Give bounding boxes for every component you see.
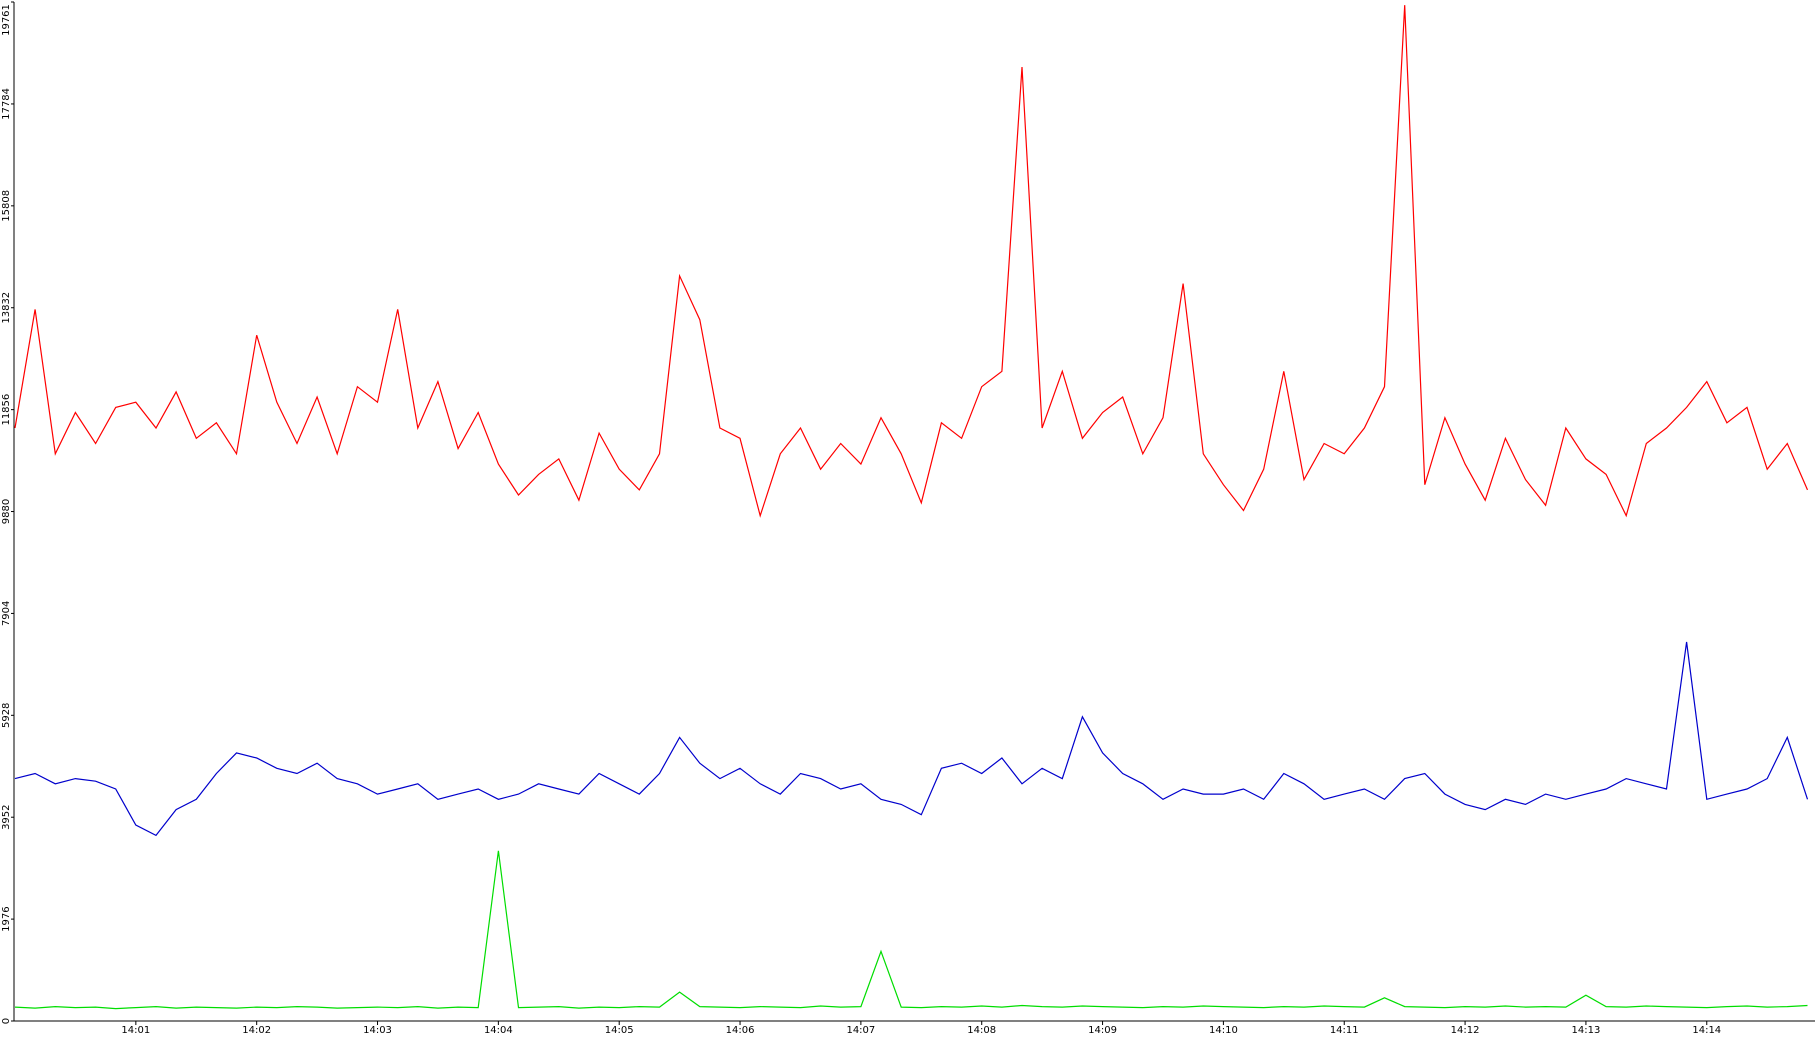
y-tick-label: 7904: [1, 601, 12, 626]
x-tick-label: 14:14: [1692, 1025, 1721, 1036]
y-tick-label: 13832: [1, 292, 12, 324]
y-tick-label: 0: [1, 1018, 12, 1024]
y-tick-label: 3952: [1, 804, 12, 829]
x-tick-label: 14:02: [242, 1025, 271, 1036]
series-line: [14, 5, 1809, 518]
x-tick-label: 14:12: [1451, 1025, 1480, 1036]
series-line: [14, 641, 1809, 837]
y-tick-label: 11856: [1, 394, 12, 426]
x-tick-label: 14:09: [1088, 1025, 1117, 1036]
series-line: [14, 850, 1808, 1010]
x-tick-label: 14:07: [846, 1025, 875, 1036]
y-tick-label: 1976: [1, 906, 12, 931]
x-tick-label: 14:11: [1330, 1025, 1359, 1036]
y-tick-label: 9880: [1, 499, 12, 524]
x-tick-label: 14:01: [121, 1025, 150, 1036]
y-tick-label: 19761: [1, 4, 12, 36]
y-tick-label: 15808: [1, 190, 12, 222]
x-tick-label: 14:03: [363, 1025, 392, 1036]
y-tick-label: 5928: [1, 703, 12, 728]
x-tick-label: 14:10: [1209, 1025, 1238, 1036]
y-tick-label: 17784: [1, 88, 12, 120]
x-tick-label: 14:06: [726, 1025, 755, 1036]
x-tick-label: 14:04: [484, 1025, 513, 1036]
x-tick-label: 14:13: [1572, 1025, 1601, 1036]
x-tick-label: 14:08: [967, 1025, 996, 1036]
x-tick-label: 14:05: [605, 1025, 634, 1036]
